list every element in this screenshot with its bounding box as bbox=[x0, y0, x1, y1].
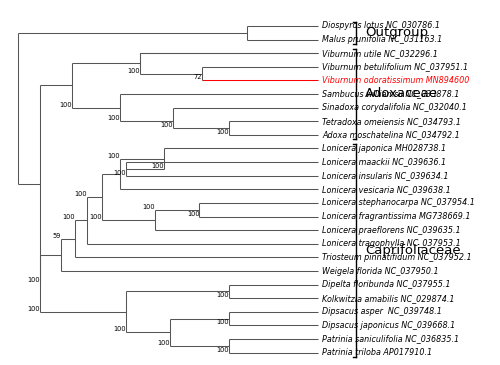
Text: 100: 100 bbox=[160, 122, 173, 128]
Text: 100: 100 bbox=[113, 170, 126, 176]
Text: Viburnum betulifolium NC_037951.1: Viburnum betulifolium NC_037951.1 bbox=[322, 62, 468, 71]
Text: Diospyros lotus NC_030786.1: Diospyros lotus NC_030786.1 bbox=[322, 22, 440, 30]
Text: 72: 72 bbox=[194, 74, 202, 80]
Text: Lonicera praeflorens NC_039635.1: Lonicera praeflorens NC_039635.1 bbox=[322, 226, 460, 235]
Text: Weigela florida NC_037950.1: Weigela florida NC_037950.1 bbox=[322, 266, 438, 276]
Text: Dipelta floribunda NC_037955.1: Dipelta floribunda NC_037955.1 bbox=[322, 280, 450, 289]
Text: Sinadoxa corydalifolia NC_032040.1: Sinadoxa corydalifolia NC_032040.1 bbox=[322, 103, 467, 112]
Text: 100: 100 bbox=[27, 306, 40, 312]
Text: 100: 100 bbox=[27, 277, 40, 283]
Text: 100: 100 bbox=[216, 319, 229, 326]
Text: 100: 100 bbox=[74, 191, 87, 197]
Text: Viburnum utile NC_032296.1: Viburnum utile NC_032296.1 bbox=[322, 49, 438, 58]
Text: Outgroup: Outgroup bbox=[365, 26, 428, 39]
Text: 100: 100 bbox=[142, 204, 155, 210]
Text: 100: 100 bbox=[216, 347, 229, 353]
Text: Malus prunifolia NC_031163.1: Malus prunifolia NC_031163.1 bbox=[322, 35, 442, 44]
Text: 100: 100 bbox=[62, 214, 76, 220]
Text: Patrinia triloba AP017910.1: Patrinia triloba AP017910.1 bbox=[322, 348, 432, 357]
Text: Triosteum pinnatifidum NC_037952.1: Triosteum pinnatifidum NC_037952.1 bbox=[322, 253, 472, 262]
Text: 100: 100 bbox=[113, 326, 126, 332]
Text: 59: 59 bbox=[52, 233, 60, 239]
Text: 100: 100 bbox=[216, 129, 229, 135]
Text: Lonicera fragrantissima MG738669.1: Lonicera fragrantissima MG738669.1 bbox=[322, 212, 470, 221]
Text: Kolkwitzia amabilis NC_029874.1: Kolkwitzia amabilis NC_029874.1 bbox=[322, 294, 454, 303]
Text: 100: 100 bbox=[216, 292, 229, 298]
Text: 100: 100 bbox=[187, 211, 200, 216]
Text: 100: 100 bbox=[60, 101, 72, 108]
Text: 100: 100 bbox=[107, 115, 120, 121]
Text: Lonicera insularis NC_039634.1: Lonicera insularis NC_039634.1 bbox=[322, 171, 448, 180]
Text: Viburnum odoratissimum MN894600: Viburnum odoratissimum MN894600 bbox=[322, 76, 470, 85]
Text: Lonicera vesicaria NC_039638.1: Lonicera vesicaria NC_039638.1 bbox=[322, 185, 451, 194]
Text: Dipsacus japonicus NC_039668.1: Dipsacus japonicus NC_039668.1 bbox=[322, 321, 456, 330]
Text: Lonicera maackii NC_039636.1: Lonicera maackii NC_039636.1 bbox=[322, 158, 446, 166]
Text: 100: 100 bbox=[128, 68, 140, 74]
Text: Adoxaceae: Adoxaceae bbox=[365, 88, 438, 100]
Text: Lonicera stephanocarpa NC_037954.1: Lonicera stephanocarpa NC_037954.1 bbox=[322, 199, 475, 207]
Text: 100: 100 bbox=[157, 340, 170, 346]
Text: Patrinia saniculifolia NC_036835.1: Patrinia saniculifolia NC_036835.1 bbox=[322, 335, 459, 343]
Text: Lonicera tragophylla NC_037953.1: Lonicera tragophylla NC_037953.1 bbox=[322, 239, 461, 248]
Text: 100: 100 bbox=[90, 214, 102, 220]
Text: Sambucus williamsii NC_033878.1: Sambucus williamsii NC_033878.1 bbox=[322, 89, 460, 99]
Text: Dipsacus asper  NC_039748.1: Dipsacus asper NC_039748.1 bbox=[322, 307, 442, 316]
Text: Tetradoxa omeiensis NC_034793.1: Tetradoxa omeiensis NC_034793.1 bbox=[322, 117, 461, 126]
Text: Adoxa moschatelina NC_034792.1: Adoxa moschatelina NC_034792.1 bbox=[322, 130, 460, 139]
Text: 100: 100 bbox=[152, 163, 164, 169]
Text: Caprifoliaceae: Caprifoliaceae bbox=[365, 244, 460, 257]
Text: 100: 100 bbox=[107, 153, 120, 159]
Text: Lonicera japonica MH028738.1: Lonicera japonica MH028738.1 bbox=[322, 144, 446, 153]
